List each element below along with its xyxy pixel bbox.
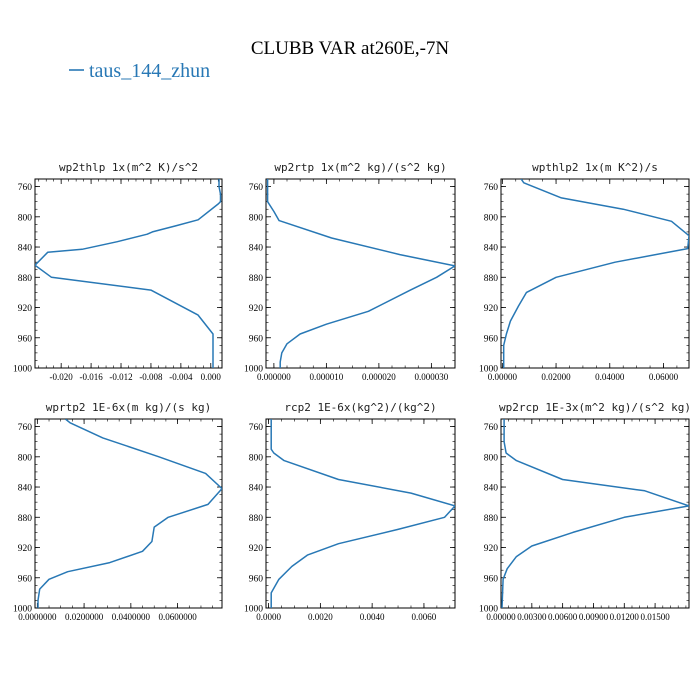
x-tick-label: 0.04000 [595,372,625,382]
x-tick-label: 0.00900 [579,612,609,622]
y-tick-label: 760 [249,183,264,193]
y-tick-label: 880 [249,514,264,524]
y-tick-label: 840 [484,244,499,254]
x-tick-label: 0.0000000 [18,612,57,622]
y-tick-label: 800 [18,453,33,463]
y-tick-label: 920 [484,544,499,554]
y-tick-label: 1000 [244,365,263,375]
x-tick-label: 0.02000 [541,372,571,382]
y-tick-label: 880 [484,514,499,524]
y-tick-label: 960 [18,574,33,584]
y-tick-label: 920 [18,304,33,314]
x-tick-label: 0.0000 [256,612,281,622]
y-tick-label: 960 [249,334,264,344]
y-tick-label: 920 [249,304,264,314]
y-tick-label: 760 [484,423,499,433]
x-tick-label: 0.000030 [415,372,449,382]
x-tick-label: 0.0200000 [65,612,104,622]
y-tick-label: 880 [249,274,264,284]
subplot-3: wpthlp2 1x(m K^2)/s 760 800 840 880 920 960 100… [479,161,690,382]
panel-title: wpthlp2 1x(m K^2)/s [532,161,658,174]
figure-title: CLUBB VAR at260E,-7N [251,38,450,59]
x-tick-label: 0.01200 [610,612,640,622]
y-tick-label: 800 [18,213,33,223]
plot-frame [34,178,223,369]
series-line [270,419,455,608]
x-tick-label: 0.0600000 [158,612,197,622]
y-tick-label: 880 [18,514,33,524]
y-tick-label: 880 [484,274,499,284]
y-tick-label: 960 [484,334,499,344]
y-tick-label: 800 [249,453,264,463]
x-tick-label: 0.0060 [412,612,437,622]
x-tick-label: 0.00300 [517,612,547,622]
panel-title: wp2thlp 1x(m^2 K)/s^2 [59,161,198,174]
x-tick-label: 0.00000 [486,612,516,622]
series-line [502,179,689,368]
x-tick-label: 0.0040 [360,612,385,622]
y-tick-label: 760 [249,423,264,433]
y-tick-label: 960 [18,334,33,344]
y-tick-label: 960 [249,574,264,584]
x-tick-label: 0.00000 [488,372,518,382]
x-tick-label: -0.020 [50,372,74,382]
legend: taus_144_zhun [69,60,210,82]
x-tick-label: 0.01500 [640,612,670,622]
y-tick-label: 760 [18,183,33,193]
x-tick-label: 0.0020 [308,612,333,622]
y-tick-label: 840 [249,244,264,254]
x-tick-label: 0.000020 [362,372,396,382]
y-tick-label: 1000 [479,605,498,615]
y-tick-label: 1000 [13,365,32,375]
y-tick-label: 760 [18,423,33,433]
y-tick-label: 960 [484,574,499,584]
x-tick-label: -0.004 [169,372,193,382]
y-tick-label: 1000 [479,365,498,375]
subplot-6: wp2rcp 1E-3x(m^2 kg)/(s^2 kg)760 800 840 88… [479,401,691,622]
y-tick-label: 920 [18,544,33,554]
x-tick-label: -0.016 [79,372,103,382]
y-tick-label: 800 [484,213,499,223]
y-tick-label: 800 [484,453,499,463]
plot-frame [500,178,690,369]
x-tick-label: 0.00600 [548,612,578,622]
y-tick-label: 1000 [13,605,32,615]
plot-frame [265,178,456,369]
plot-frame [34,418,223,609]
subplot-1: wp2thlp 1x(m^2 K)/s^2 760 800 840 880 920 960 1… [13,161,223,382]
x-tick-label: -0.008 [139,372,163,382]
x-tick-label: 0.06000 [649,372,679,382]
x-tick-label: 0.000010 [310,372,344,382]
panel-title: rcp2 1E-6x(kg^2)/(kg^2) [284,401,436,414]
panel-title: wp2rcp 1E-3x(m^2 kg)/(s^2 kg) [499,401,691,414]
legend-label: taus_144_zhun [89,60,210,82]
subplot-4: wprtp2 1E-6x(m kg)/(s kg) 760 800 840 880 920… [13,401,223,622]
y-tick-label: 800 [249,213,264,223]
x-tick-label: 0.0400000 [112,612,151,622]
y-tick-label: 840 [249,484,264,494]
panel-title: wp2rtp 1x(m^2 kg)/(s^2 kg) [274,161,446,174]
x-tick-label: 0.000000 [257,372,291,382]
plot-frame [265,418,456,609]
series-line [37,419,222,608]
series-line [266,179,455,368]
series-line [35,179,222,368]
panel-title: wprtp2 1E-6x(m kg)/(s kg) [46,401,212,414]
y-tick-label: 840 [484,484,499,494]
x-tick-label: 0.000 [201,372,222,382]
y-tick-label: 840 [18,244,33,254]
y-tick-label: 840 [18,484,33,494]
y-tick-label: 920 [484,304,499,314]
y-tick-label: 1000 [244,605,263,615]
plot-frame [500,418,690,609]
y-tick-label: 880 [18,274,33,284]
subplot-grid: wp2thlp 1x(m^2 K)/s^2 760 800 840 880 920 960 1… [13,161,691,622]
y-tick-label: 760 [484,183,499,193]
y-tick-label: 920 [249,544,264,554]
subplot-2: wp2rtp 1x(m^2 kg)/(s^2 kg) 760 800 840 880 92… [244,161,456,382]
x-tick-label: -0.012 [109,372,132,382]
subplot-5: rcp2 1E-6x(kg^2)/(kg^2) 760 800 840 880 920 96… [244,401,456,622]
series-line [501,419,689,608]
